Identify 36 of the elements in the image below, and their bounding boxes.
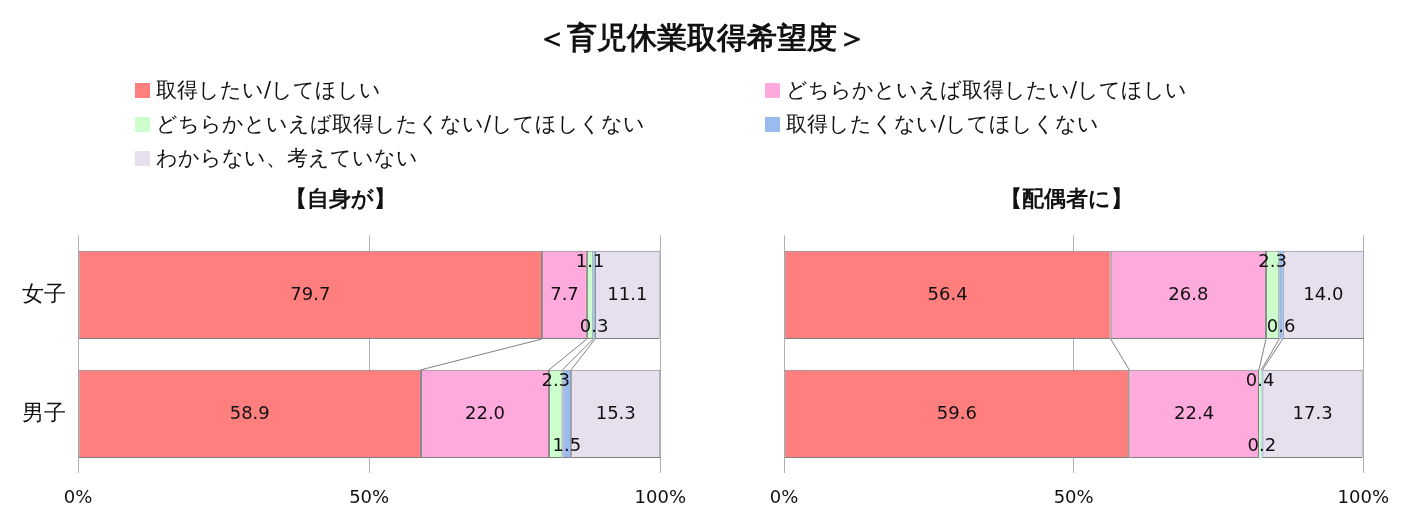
data-label: 2.3: [1258, 250, 1287, 272]
data-label: 0.2: [1247, 433, 1277, 455]
data-label: 59.6: [936, 401, 977, 423]
x-tick-label: 100%: [634, 485, 686, 507]
data-label: 1.1: [575, 250, 605, 272]
x-tick-label: 50%: [1053, 485, 1094, 507]
x-tick-label: 50%: [349, 485, 390, 507]
legend-label: どちらかといえば取得したい/してほしい: [786, 77, 1188, 104]
data-label: 0.4: [1245, 369, 1275, 391]
x-tick-label: 100%: [1337, 485, 1389, 507]
data-label: 7.7: [550, 282, 579, 304]
legend-label: わからない、考えていない: [156, 145, 418, 172]
data-label: 11.1: [607, 282, 648, 304]
data-label: 17.3: [1292, 401, 1333, 423]
data-label: 58.9: [229, 401, 270, 423]
x-tick-label: 0%: [769, 485, 799, 507]
y-tick-label: 女子: [22, 280, 66, 306]
legend-label: どちらかといえば取得したくない/してほしくない: [156, 111, 646, 138]
data-label: 22.4: [1174, 401, 1215, 423]
data-label: 14.0: [1303, 282, 1344, 304]
data-label: 79.7: [290, 282, 331, 304]
data-label: 22.0: [464, 401, 506, 423]
x-tick-label: 0%: [63, 485, 93, 507]
y-tick-label: 男子: [22, 399, 66, 425]
data-label: 15.3: [595, 401, 636, 423]
data-label: 1.5: [552, 433, 582, 455]
chart-subtitle: 【自身が】: [284, 185, 396, 211]
legend-label: 取得したくない/してほしくない: [786, 111, 1100, 138]
data-label: 0.6: [1266, 314, 1296, 336]
chart-title: ＜育児休業取得希望度＞: [535, 19, 868, 57]
data-label: 2.3: [541, 369, 571, 391]
legend-label: 取得したい/してほしい: [156, 77, 382, 104]
data-label: 56.4: [927, 282, 968, 304]
data-label: 26.8: [1168, 282, 1209, 304]
chart-title: 【配偶者に】: [1000, 185, 1133, 211]
data-label: 0.3: [579, 314, 609, 336]
